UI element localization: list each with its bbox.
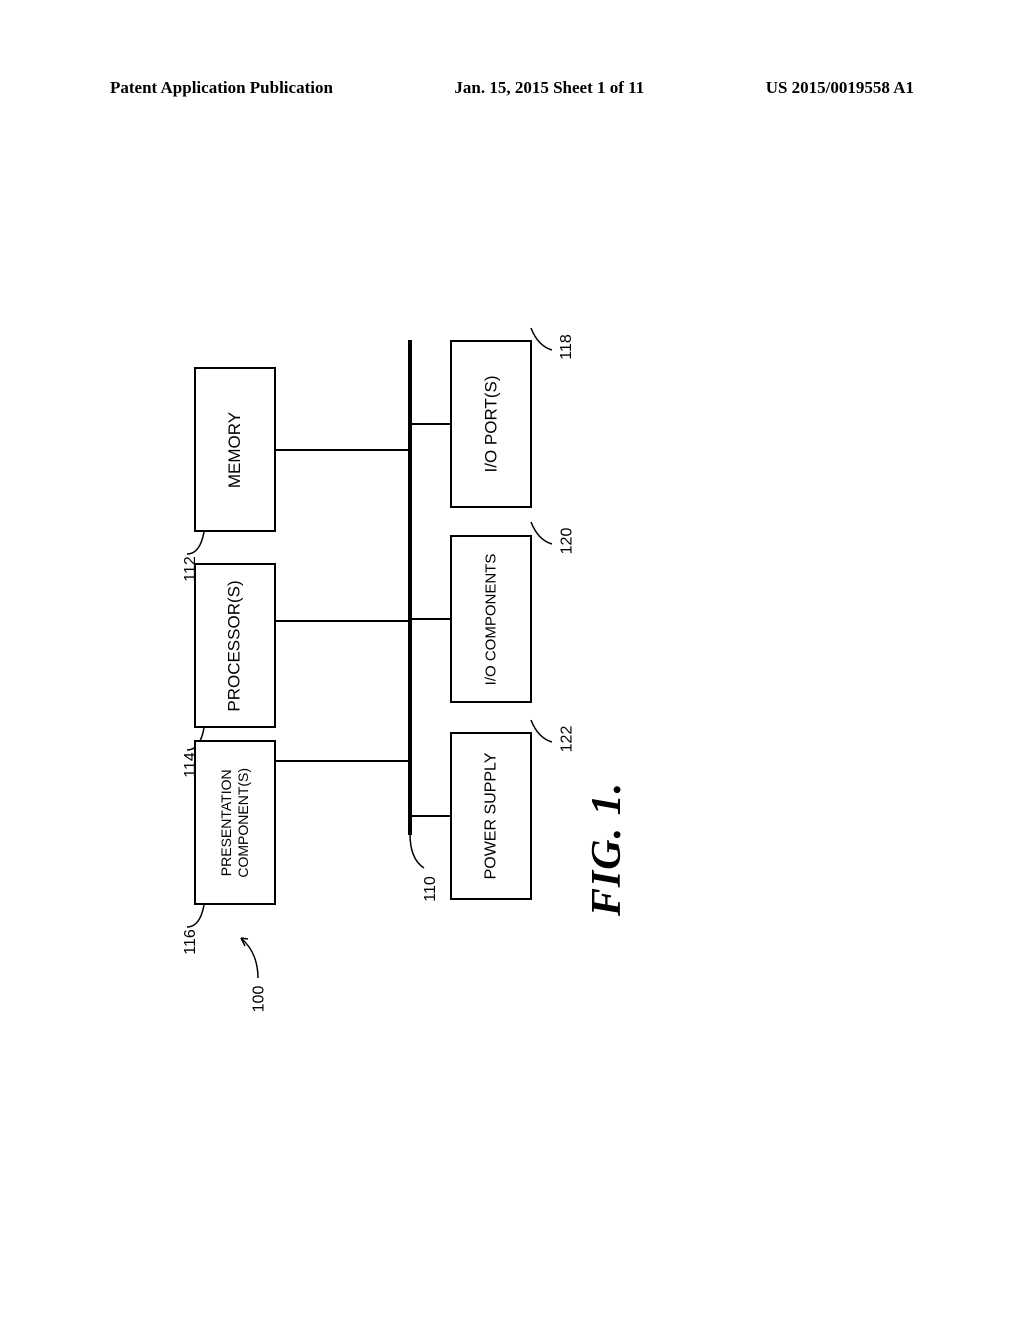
presentation-label: PRESENTATIONCOMPONENT(S) [218,768,252,878]
header-right: US 2015/0019558 A1 [766,78,914,98]
ref-connector-116 [182,903,212,931]
iocomponents-label: I/O COMPONENTS [483,553,500,685]
figure-label: FIG. 1. [583,782,631,916]
powersupply-label: POWER SUPPLY [482,753,500,880]
processors-label: PROCESSOR(S) [225,580,245,711]
ioports-block: I/O PORT(S) [450,340,532,508]
header-center: Jan. 15, 2015 Sheet 1 of 11 [454,78,644,98]
presentation-block: PRESENTATIONCOMPONENT(S) [194,740,276,905]
block-diagram: MEMORY 112 PROCESSOR(S) 114 PRESENTATION… [160,340,680,930]
ref-connector-110 [400,834,428,872]
ref-122: 122 [558,726,576,753]
connector-presentation [276,760,410,762]
ref-connector-122 [528,718,556,746]
connector-memory [276,449,410,451]
ref-118: 118 [558,334,576,360]
ref-connector-120 [528,520,556,548]
page-header: Patent Application Publication Jan. 15, … [0,78,1024,98]
memory-label: MEMORY [225,411,245,487]
header-left: Patent Application Publication [110,78,333,98]
memory-block: MEMORY [194,367,276,532]
iocomponents-block: I/O COMPONENTS [450,535,532,703]
ref-100: 100 [250,986,268,1013]
ref-connector-118 [528,326,556,354]
ref-110: 110 [422,876,440,902]
connector-powersupply [410,815,450,817]
connector-processors [276,620,410,622]
connector-ioports [410,423,450,425]
ref-120: 120 [558,528,576,555]
ref-connector-112 [182,530,212,558]
powersupply-block: POWER SUPPLY [450,732,532,900]
connector-iocomponents [410,618,450,620]
ioports-label: I/O PORT(S) [481,376,501,473]
processors-block: PROCESSOR(S) [194,563,276,728]
ref-116: 116 [182,929,200,955]
system-arrow [238,933,278,983]
